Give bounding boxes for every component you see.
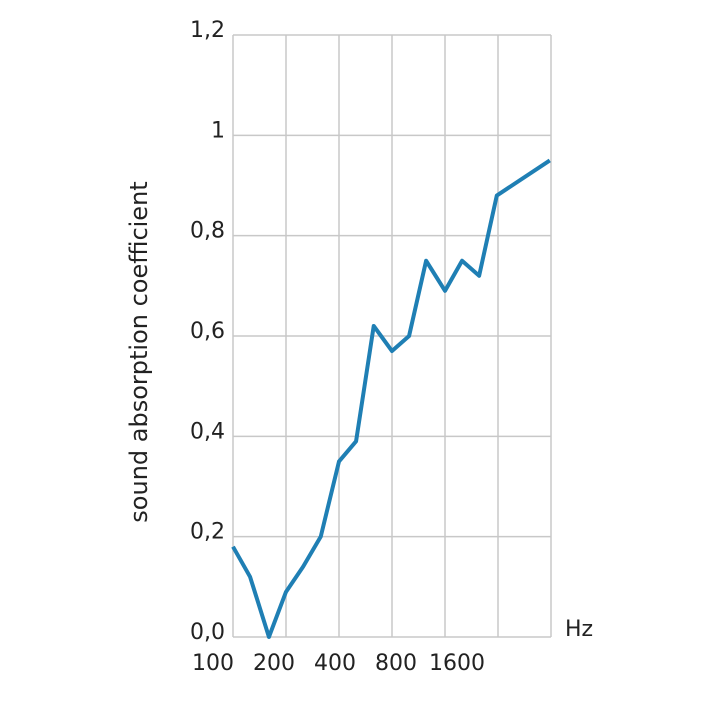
x-tick-label: 800 xyxy=(375,651,417,676)
y-tick-label: 0,0 xyxy=(190,620,225,645)
x-unit-label: Hz xyxy=(565,617,593,642)
y-tick-label: 1 xyxy=(211,118,225,143)
x-tick-label: 200 xyxy=(253,651,295,676)
y-tick-label: 0,2 xyxy=(190,520,225,545)
x-tick-label: 400 xyxy=(314,651,356,676)
y-tick-label: 0,8 xyxy=(190,219,225,244)
y-tick-label: 0,4 xyxy=(190,419,225,444)
y-axis-label: sound absorption coefficient xyxy=(125,181,153,522)
y-tick-label: 0,6 xyxy=(190,319,225,344)
y-tick-label: 1,2 xyxy=(190,18,225,43)
x-tick-label: 1600 xyxy=(429,651,485,676)
x-tick-label: 100 xyxy=(192,651,234,676)
data-line xyxy=(231,158,551,639)
